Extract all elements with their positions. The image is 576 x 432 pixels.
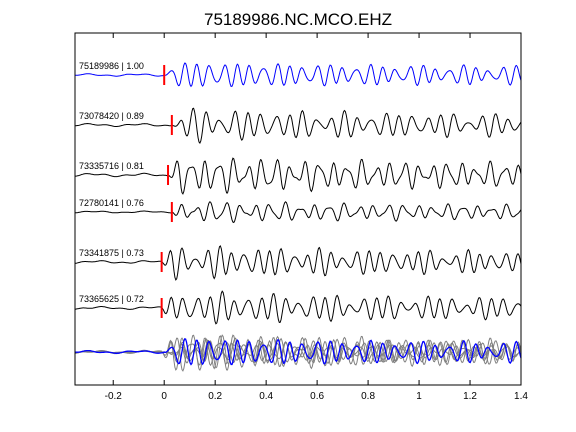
- x-tick-label: 0.8: [361, 391, 375, 402]
- overlay-reference-trace: [75, 338, 522, 366]
- plot-area: 75189986 | 1.00 73078420 | 0.89 73335716 |…: [74, 61, 522, 372]
- x-axis: -0.2 0 0.2 0.4 0.6 0.8 1 1.2 1.4: [105, 33, 528, 402]
- x-tick-label: 0.4: [259, 391, 273, 402]
- x-tick-label: 1.2: [463, 391, 477, 402]
- x-tick-label: 1.4: [514, 391, 528, 402]
- trace-label: 75189986 | 1.00: [79, 61, 144, 71]
- x-tick-label: 0.2: [208, 391, 222, 402]
- trace-line: [75, 107, 522, 145]
- x-tick-label: -0.2: [105, 391, 123, 402]
- trace-6: 73365625 | 0.72: [74, 290, 522, 325]
- overlay-traces: [74, 334, 522, 372]
- trace-1: 75189986 | 1.00: [75, 61, 522, 88]
- trace-line: [74, 157, 522, 195]
- chart-title: 75189986.NC.MCO.EHZ: [204, 10, 392, 29]
- trace-label: 73078420 | 0.89: [79, 111, 144, 121]
- trace-line: [74, 245, 522, 281]
- trace-label: 72780141 | 0.76: [79, 198, 144, 208]
- trace-line: [74, 290, 522, 325]
- trace-4: 72780141 | 0.76: [74, 198, 522, 224]
- x-tick-label: 0: [161, 391, 167, 402]
- x-tick-label: 0.6: [310, 391, 324, 402]
- x-tick-label: 1: [416, 391, 422, 402]
- trace-5: 73341875 | 0.73: [74, 245, 522, 281]
- trace-line: [75, 62, 522, 88]
- axes-frame: [74, 32, 522, 386]
- trace-label: 73335716 | 0.81: [79, 161, 144, 171]
- trace-label: 73341875 | 0.73: [79, 248, 144, 258]
- trace-3: 73335716 | 0.81: [74, 157, 522, 195]
- trace-2: 73078420 | 0.89: [75, 107, 522, 145]
- trace-label: 73365625 | 0.72: [79, 294, 144, 304]
- trace-line: [74, 201, 522, 224]
